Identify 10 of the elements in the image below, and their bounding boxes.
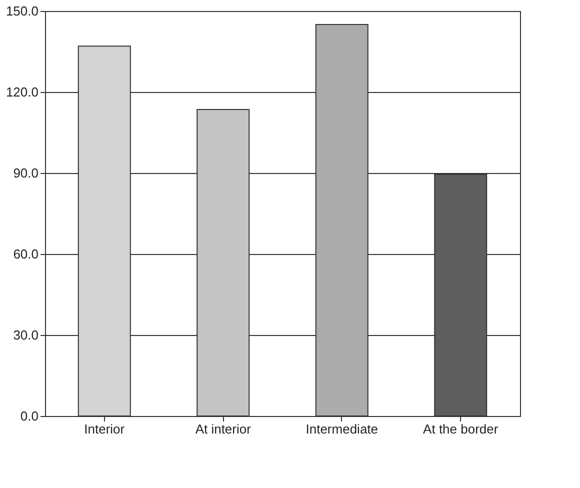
y-tick-label: 90.0 <box>13 166 38 180</box>
x-tick-label: Intermediate <box>306 422 378 436</box>
x-tick-label: Interior <box>84 422 126 436</box>
y-tick-label: 60.0 <box>13 246 38 262</box>
x-tick-label: At the border <box>423 422 499 436</box>
x-tick-label: At interior <box>195 422 252 436</box>
y-tick-label: 150.0 <box>6 4 38 18</box>
y-tick-label: 30.0 <box>13 328 38 342</box>
y-tick-label: 120.0 <box>6 84 38 100</box>
y-tick-label: 0.0 <box>20 408 38 424</box>
